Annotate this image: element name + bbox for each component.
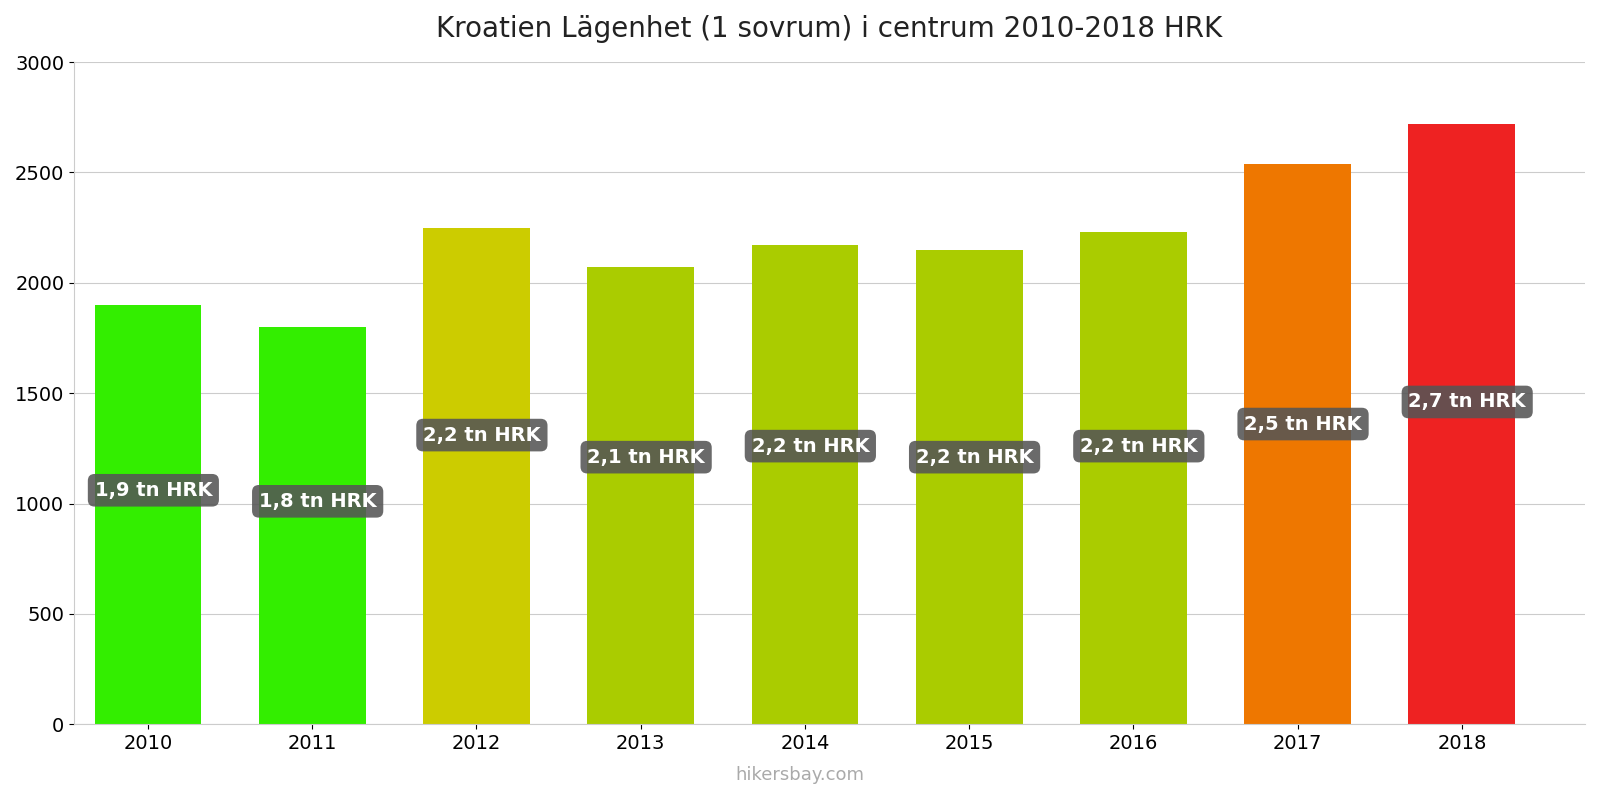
Text: 1,9 tn HRK: 1,9 tn HRK (94, 481, 213, 500)
Text: 2,2 tn HRK: 2,2 tn HRK (1080, 437, 1198, 456)
Text: 2,2 tn HRK: 2,2 tn HRK (915, 448, 1034, 466)
Bar (915, 250, 1022, 724)
Text: 2,5 tn HRK: 2,5 tn HRK (1245, 414, 1362, 434)
Title: Kroatien Lägenhet (1 sovrum) i centrum 2010-2018 HRK: Kroatien Lägenhet (1 sovrum) i centrum 2… (437, 15, 1222, 43)
Text: 2,2 tn HRK: 2,2 tn HRK (752, 437, 869, 456)
Text: 1,8 tn HRK: 1,8 tn HRK (259, 492, 376, 511)
Text: hikersbay.com: hikersbay.com (736, 766, 864, 784)
Bar (259, 327, 366, 724)
Bar (94, 305, 202, 724)
Text: 2,2 tn HRK: 2,2 tn HRK (422, 426, 541, 445)
Bar (752, 246, 858, 724)
Bar (587, 267, 694, 724)
Bar (1245, 163, 1350, 724)
Text: 2,1 tn HRK: 2,1 tn HRK (587, 448, 706, 466)
Bar (1080, 232, 1187, 724)
Bar (1408, 124, 1515, 724)
Bar (422, 227, 530, 724)
Text: 2,7 tn HRK: 2,7 tn HRK (1408, 393, 1526, 411)
